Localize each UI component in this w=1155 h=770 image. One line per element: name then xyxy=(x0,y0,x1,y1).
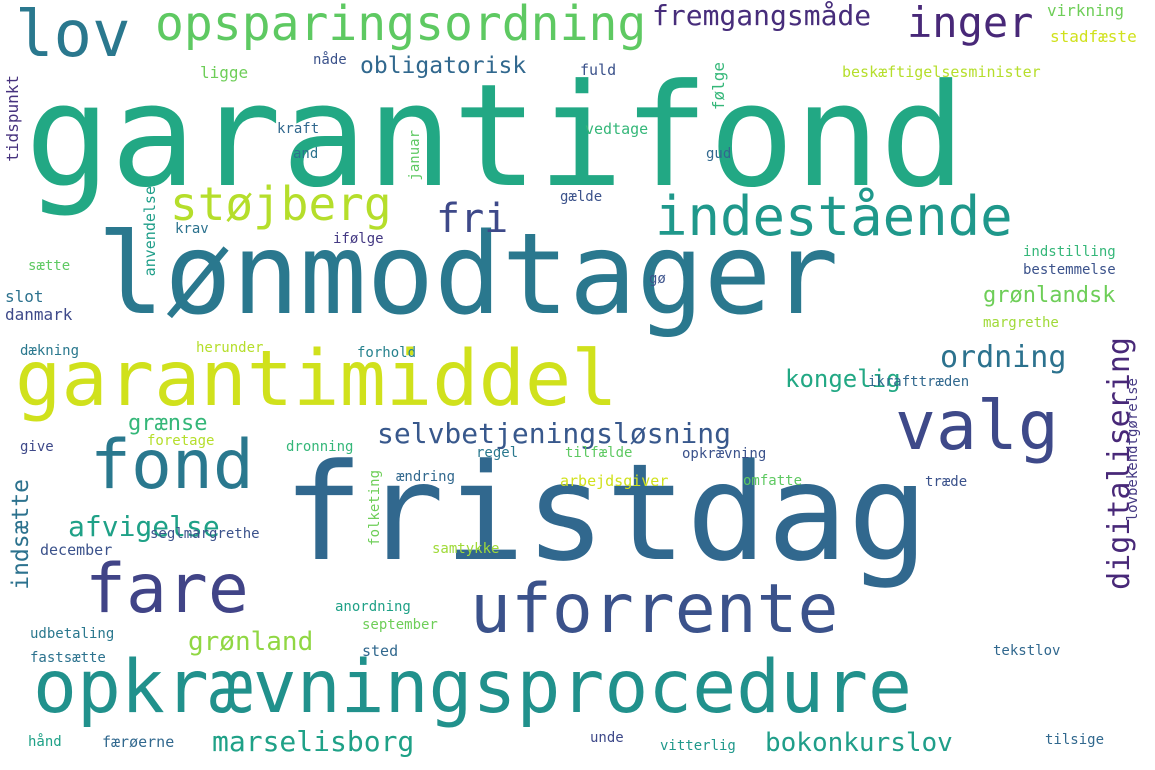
word-cloud-word: forhold xyxy=(357,345,417,361)
word-cloud-word: følge xyxy=(709,62,728,111)
word-cloud-word: samtykke xyxy=(432,541,500,557)
word-cloud-word: støjberg xyxy=(170,177,392,231)
word-cloud-word: garantimiddel xyxy=(15,335,618,424)
word-cloud-word: grænse xyxy=(128,411,208,436)
word-cloud-word: krav xyxy=(175,221,209,237)
word-cloud-word: fond xyxy=(90,426,254,505)
word-cloud-word: hånd xyxy=(28,734,62,750)
word-cloud-word: opsparingsordning xyxy=(155,0,647,52)
word-cloud-word: udbetaling xyxy=(30,626,115,642)
word-cloud-word: bestemmelse xyxy=(1023,262,1116,278)
word-cloud-word: sætte xyxy=(28,258,71,274)
word-cloud-word: kongelig xyxy=(785,365,901,393)
word-cloud-word: januar xyxy=(407,130,423,181)
word-cloud-word: gælde xyxy=(560,189,603,205)
word-cloud-word: vitterlig xyxy=(660,738,736,754)
word-cloud-word: inger xyxy=(907,0,1034,47)
word-cloud-word: seglmargrethe xyxy=(150,526,260,542)
word-cloud-word: obligatorisk xyxy=(360,53,527,79)
word-cloud-word: fastsætte xyxy=(30,650,106,666)
word-cloud-word: danmark xyxy=(5,305,73,324)
word-cloud-word: dronning xyxy=(286,439,354,455)
word-cloud-word: anordning xyxy=(335,599,411,615)
word-cloud-word: unde xyxy=(590,730,624,746)
word-cloud-word: slot xyxy=(5,287,44,306)
word-cloud-word: opkrævningsprocedure xyxy=(33,645,912,730)
word-cloud-word: afvigelse xyxy=(68,510,220,543)
word-cloud-word: tilsige xyxy=(1045,732,1105,748)
word-cloud-word: lønmodtager xyxy=(97,210,839,340)
word-cloud-word: stadfæste xyxy=(1050,27,1137,46)
word-cloud-word: virkning xyxy=(1047,1,1125,20)
word-cloud-word: margrethe xyxy=(983,315,1059,331)
word-cloud-word: valg xyxy=(895,387,1059,466)
word-cloud-word: fristdag xyxy=(283,435,929,591)
word-cloud-word: arbejdsgiver xyxy=(560,472,669,490)
word-cloud-word: marselisborg xyxy=(212,725,415,758)
word-cloud-word: december xyxy=(40,541,113,559)
word-cloud-word: træde xyxy=(925,474,968,490)
word-cloud-word: uforrente xyxy=(470,570,839,649)
word-cloud-word: september xyxy=(362,617,438,633)
word-cloud-word: gø xyxy=(649,271,666,287)
word-cloud-word: selvbetjeningsløsning xyxy=(377,417,732,450)
word-cloud-word: fremgangsmåde xyxy=(652,0,872,32)
word-cloud-word: bokonkurslov xyxy=(765,728,953,758)
word-cloud-word: omfatte xyxy=(743,473,803,489)
word-cloud-word: ligge xyxy=(200,63,249,82)
word-cloud-word: lovbekendtgørelse xyxy=(1125,378,1141,522)
word-cloud-word: dækning xyxy=(20,343,80,359)
word-cloud-word: vedtage xyxy=(585,120,649,138)
word-cloud-word: ændring xyxy=(396,469,456,485)
word-cloud-word: kraft xyxy=(277,121,320,137)
word-cloud-word: regel xyxy=(476,445,519,461)
word-cloud-word: ikrafttræden xyxy=(868,374,970,390)
word-cloud-word: færøerne xyxy=(102,733,175,751)
word-cloud-word: give xyxy=(20,439,54,455)
word-cloud-word: opkrævning xyxy=(682,446,767,462)
word-cloud-word: grønland xyxy=(188,627,314,657)
word-cloud-word: folketing xyxy=(367,470,383,546)
word-cloud-word: garantifond xyxy=(25,54,966,219)
word-cloud-word: fri xyxy=(436,196,509,242)
word-cloud-word: beskæftigelsesminister xyxy=(842,63,1041,81)
word-cloud-word: gud xyxy=(706,146,732,162)
word-cloud-word: anvendelse xyxy=(141,186,159,277)
word-cloud-word: fuld xyxy=(580,61,617,79)
word-cloud-word: foretage xyxy=(147,433,215,449)
word-cloud-word: fare xyxy=(85,550,249,629)
word-cloud-word: tidspunkt xyxy=(3,75,22,162)
word-cloud-word: indsætte xyxy=(8,479,34,590)
word-cloud-word: lov xyxy=(15,0,131,72)
word-cloud-word: tekstlov xyxy=(993,643,1061,659)
word-cloud-word: herunder xyxy=(196,340,264,356)
word-cloud-word: grønlandsk xyxy=(983,283,1116,308)
word-cloud-word: and xyxy=(293,146,319,162)
word-cloud-word: nåde xyxy=(313,52,347,68)
word-cloud-word: indestående xyxy=(655,185,1013,248)
word-cloud-word: ifølge xyxy=(333,231,384,247)
word-cloud-word: tilfælde xyxy=(565,445,633,461)
word-cloud-word: ordning xyxy=(940,340,1067,375)
word-cloud-word: indstilling xyxy=(1023,244,1116,260)
word-cloud-word: sted xyxy=(362,642,399,660)
